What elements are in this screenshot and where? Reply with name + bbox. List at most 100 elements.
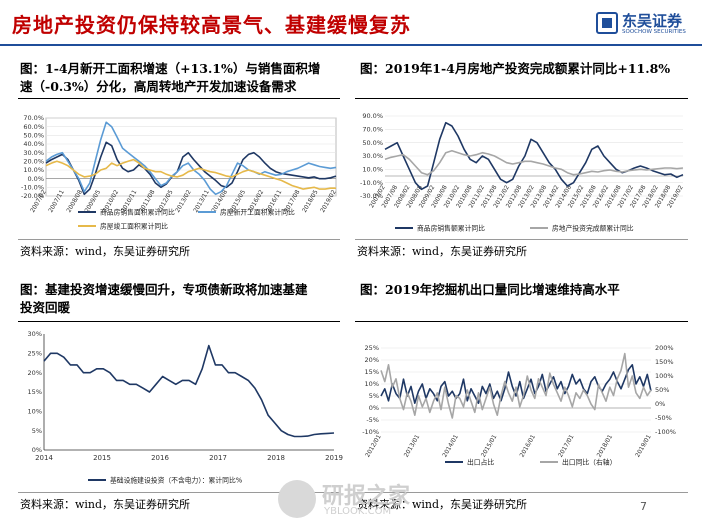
caption-line: 图：1-4月新开工面积增速（+13.1%）与销售面积增 [20, 61, 321, 76]
x-tick-label: 2018 [267, 454, 285, 462]
y-tick-label: 15% [365, 368, 379, 376]
x-tick-label: 2019 [325, 454, 343, 462]
source-bottom-right: 资料来源：wind，东吴证券研究所 [357, 498, 528, 511]
logo-name-en: SOOCHOW SECURITIES [622, 29, 686, 35]
y-right-tick-label: 0% [655, 400, 665, 408]
y-tick-label: 15% [28, 388, 42, 396]
source-top-left: 资料来源：wind，东吴证券研究所 [20, 245, 191, 258]
x-tick-label: 2014/01 [441, 433, 460, 458]
y-tick-label: -10.0% [360, 179, 383, 187]
watermark-en: YBLOOK.COM [324, 506, 392, 517]
source-rule [355, 239, 688, 240]
x-tick-label: 2019/02 [319, 189, 338, 214]
logo-mark-icon [596, 12, 618, 34]
y-right-tick-label: 100% [655, 372, 674, 380]
x-tick-label: 2013/02 [174, 189, 193, 214]
series-line [380, 352, 652, 419]
y-tick-label: 20% [28, 369, 42, 377]
y-tick-label: 20% [365, 356, 379, 364]
y-tick-label: 30.0% [362, 152, 383, 160]
legend-label: 房屋竣工面积累计同比 [100, 222, 168, 231]
series-line [43, 344, 335, 438]
y-tick-label: 0% [32, 446, 42, 454]
source-bottom-left: 资料来源：wind，东吴证券研究所 [20, 498, 191, 511]
y-tick-label: 25% [365, 344, 379, 352]
caption-line: 图：基建投资增速缓慢回升，专项债新政将加速基建 [20, 282, 308, 297]
y-tick-label: 70.0% [23, 114, 44, 122]
y-tick-label: 5% [32, 427, 42, 435]
plot-area [44, 334, 334, 450]
caption-rule [355, 321, 688, 322]
series-line [45, 158, 336, 190]
legend-label: 出口占比 [467, 458, 494, 467]
x-tick-label: 2018/05 [301, 189, 320, 214]
caption-line: 速（-0.3%）分化，高周转地产开发加速设备需求 [20, 79, 297, 94]
y-right-tick-label: 200% [655, 344, 674, 352]
y-tick-label: 30.0% [23, 149, 44, 157]
header-divider [0, 44, 702, 46]
company-logo: 东吴证券 SOOCHOW SECURITIES [596, 10, 694, 38]
y-tick-label: -20.0% [21, 192, 44, 200]
source-rule [18, 239, 340, 240]
y-tick-label: 0% [369, 404, 379, 412]
chart-infrastructure-investment: 30% 25% 20% 15% 10% 5% 0%2014 2015 2016 2017 2018 2… [28, 330, 343, 485]
y-tick-label: 10.0% [23, 166, 44, 174]
legend-label: 基础设施建设投资（不含电力）：累计同比% [110, 476, 243, 485]
chart-real-estate-investment: 90.0%70.0%50.0%30.0%10.0%-10.0%-30.0%200… [360, 112, 685, 233]
y-tick-label: 0.0% [27, 175, 44, 183]
x-tick-label: 2019/01 [634, 433, 653, 458]
x-tick-label: 2013/11 [192, 189, 211, 214]
series-line [384, 149, 684, 176]
legend-label: 商品房销售面积累计同比 [100, 208, 175, 217]
y-tick-label: 60.0% [23, 123, 44, 131]
series-line [45, 121, 337, 196]
y-tick-label: 30% [28, 330, 42, 338]
x-tick-label: 2008/08 [65, 189, 84, 214]
caption-bottom-right: 图：2019年挖掘机出口量同比增速维持高水平 [360, 282, 620, 297]
caption-top-left: 图：1-4月新开工面积增速（+13.1%）与销售面积增 速（-0.3%）分化，高… [20, 60, 340, 96]
y-tick-label: 50.0% [23, 132, 44, 140]
x-tick-label: 2017 [209, 454, 227, 462]
source-rule [18, 492, 340, 493]
x-tick-label: 2018/01 [596, 433, 615, 458]
y-tick-label: 5% [369, 392, 379, 400]
y-right-tick-label: -50% [655, 414, 672, 422]
y-tick-label: 10.0% [362, 166, 383, 174]
x-tick-label: 2014 [35, 454, 53, 462]
caption-rule [355, 98, 688, 99]
x-tick-label: 2017/01 [557, 433, 576, 458]
source-top-right: 资料来源：wind，东吴证券研究所 [357, 245, 528, 258]
legend-label: 商品房销售额累计同比 [417, 224, 485, 233]
caption-line: 投资回暖 [20, 300, 71, 315]
caption-rule [18, 321, 340, 322]
y-tick-label: -30.0% [360, 192, 383, 200]
legend-label: 房地产投资完成额累计同比 [552, 224, 634, 233]
page-number: 7 [640, 500, 647, 513]
slide-title: 房地产投资仍保持较高景气、基建缓慢复苏 [12, 13, 411, 37]
caption-rule [18, 98, 340, 99]
series-line [45, 141, 337, 196]
x-tick-label: 2012/01 [364, 433, 383, 458]
y-tick-label: -5% [366, 416, 379, 424]
y-tick-label: 25% [28, 350, 42, 358]
x-tick-label: 2015/01 [480, 433, 499, 458]
y-right-tick-label: 150% [655, 358, 674, 366]
caption-bottom-left: 图：基建投资增速缓慢回升，专项债新政将加速基建 投资回暖 [20, 281, 340, 317]
y-right-tick-label: -100% [655, 428, 676, 436]
y-tick-label: 40.0% [23, 140, 44, 148]
caption-top-right: 图：2019年1-4月房地产投资完成额累计同比+11.8% [360, 61, 671, 76]
y-tick-label: 70.0% [362, 126, 383, 134]
y-right-tick-label: 50% [655, 386, 669, 394]
y-tick-label: 10% [365, 380, 379, 388]
y-tick-label: -10% [362, 428, 379, 436]
y-tick-label: 50.0% [362, 139, 383, 147]
x-tick-label: 2013/01 [403, 433, 422, 458]
y-tick-label: -10.0% [21, 184, 44, 192]
watermark-cn: 研报之家 [322, 484, 411, 509]
slide-header: 房地产投资仍保持较高景气、基建缓慢复苏 东吴证券 SOOCHOW SECURIT… [0, 0, 702, 44]
legend-label: 房屋新开工面积累计同比 [220, 208, 295, 217]
chart-new-starts-vs-sales: 70.0%60.0%50.0%40.0%30.0%20.0%10.0%0.0%-… [21, 114, 338, 231]
x-tick-label: 2007/11 [47, 189, 66, 214]
x-tick-label: 2016 [151, 454, 169, 462]
y-tick-label: 20.0% [23, 158, 44, 166]
